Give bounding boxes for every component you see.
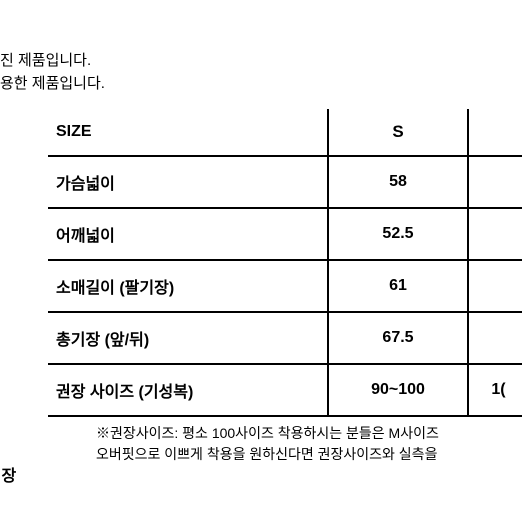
row-label: 권장 사이즈 (기성복): [48, 364, 328, 416]
table-row: 가슴넓이 58: [48, 156, 522, 208]
desc-line-1: 진 제품입니다.: [0, 50, 522, 73]
row-next: [468, 312, 522, 364]
table-row: 어깨넓이 52.5: [48, 208, 522, 260]
desc-line-2: 용한 제품입니다.: [0, 73, 522, 96]
row-s: 52.5: [328, 208, 468, 260]
row-s: 67.5: [328, 312, 468, 364]
row-label: 가슴넓이: [48, 156, 328, 208]
row-label: 어깨넓이: [48, 208, 328, 260]
left-label: 총기장: [0, 462, 52, 486]
row-next: [468, 260, 522, 312]
row-label: 소매길이 (팔기장): [48, 260, 328, 312]
row-next: [468, 156, 522, 208]
table-row: 소매길이 (팔기장) 61: [48, 260, 522, 312]
description: 진 제품입니다. 용한 제품입니다.: [0, 50, 522, 95]
footnote: ※권장사이즈: 평소 100사이즈 착용하시는 분들은 M사이즈 오버핏으로 이…: [48, 423, 522, 465]
table-row: 권장 사이즈 (기성복) 90~100 1(: [48, 364, 522, 416]
header-size: SIZE: [48, 109, 328, 156]
table-row: 총기장 (앞/뒤) 67.5: [48, 312, 522, 364]
footnote-line-1: ※권장사이즈: 평소 100사이즈 착용하시는 분들은 M사이즈: [96, 423, 522, 444]
footnote-line-2: 오버핏으로 이쁘게 착용을 원하신다면 권장사이즈와 실측을: [96, 444, 522, 465]
header-s: S: [328, 109, 468, 156]
row-next: 1(: [468, 364, 522, 416]
row-s: 90~100: [328, 364, 468, 416]
size-table: SIZE S 가슴넓이 58 어깨넓이 52.5: [48, 109, 522, 417]
main-row: 총기장 SIZE S 가슴넓이: [0, 109, 522, 465]
content-area: 진 제품입니다. 용한 제품입니다. 총기장 SIZE S: [0, 50, 522, 465]
row-s: 61: [328, 260, 468, 312]
row-label: 총기장 (앞/뒤): [48, 312, 328, 364]
row-s: 58: [328, 156, 468, 208]
header-next: [468, 109, 522, 156]
row-next: [468, 208, 522, 260]
table-wrap: SIZE S 가슴넓이 58 어깨넓이 52.5: [0, 109, 522, 465]
table-header-row: SIZE S: [48, 109, 522, 156]
